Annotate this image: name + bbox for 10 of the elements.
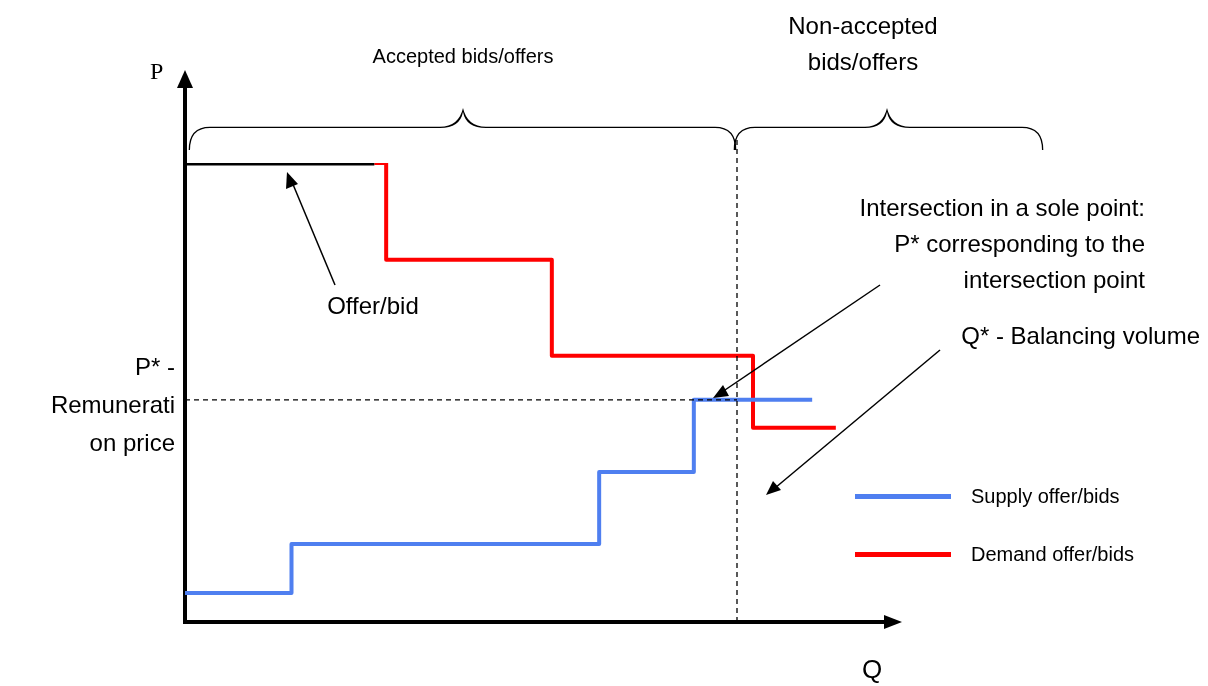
legend-label: Demand offer/bids — [971, 543, 1135, 566]
y-axis-title: P — [150, 58, 164, 85]
annotation: Offer/bid — [326, 291, 420, 321]
ref-line-label: P* - Remunerati on price — [49, 351, 175, 458]
text: Non-accepted bids/offers — [787, 11, 939, 77]
text: Q* - Balancing volume — [960, 321, 1200, 351]
x-axis-title: Q — [862, 654, 883, 685]
text: Accepted bids/offers — [371, 44, 555, 69]
annotation: Intersection in a sole point: P* corresponding to the intersection point — [858, 193, 1145, 295]
legend-label: Supply offer/bids — [971, 485, 1120, 508]
